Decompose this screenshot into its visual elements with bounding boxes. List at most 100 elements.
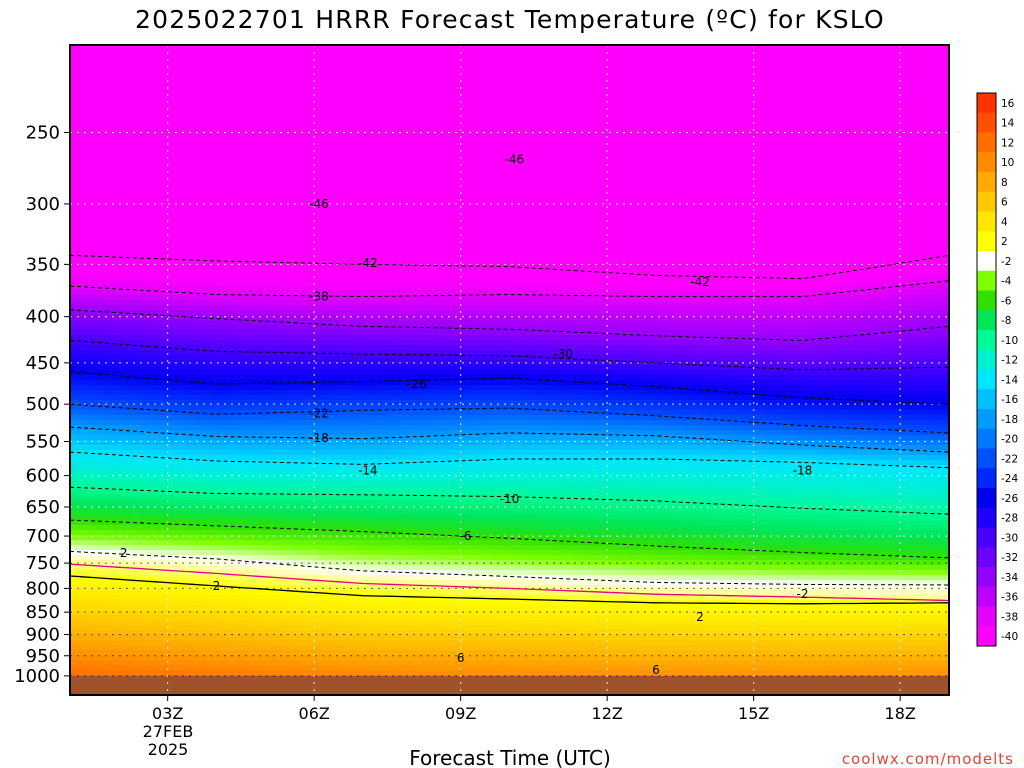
temperature-cell bbox=[97, 50, 102, 56]
temperature-cell bbox=[93, 320, 98, 326]
temperature-cell bbox=[124, 210, 129, 216]
temperature-cell bbox=[97, 215, 102, 221]
temperature-cell bbox=[79, 570, 84, 576]
temperature-cell bbox=[93, 380, 98, 386]
temperature-cell bbox=[75, 180, 80, 186]
temperature-cell bbox=[111, 290, 116, 296]
temperature-cell bbox=[97, 440, 102, 446]
temperature-cell bbox=[88, 530, 93, 536]
temperature-cell bbox=[111, 600, 116, 606]
temperature-cell bbox=[120, 155, 125, 161]
temperature-cell bbox=[102, 170, 107, 176]
temperature-cell bbox=[93, 540, 98, 546]
temperature-cell bbox=[84, 410, 89, 416]
temperature-cell bbox=[79, 170, 84, 176]
temperature-cell bbox=[102, 570, 107, 576]
temperature-cell bbox=[102, 220, 107, 226]
temperature-cell bbox=[115, 235, 120, 241]
temperature-cell bbox=[93, 525, 98, 531]
temperature-cell bbox=[115, 275, 120, 281]
temperature-cell bbox=[79, 655, 84, 661]
temperature-cell bbox=[102, 110, 107, 116]
temperature-cell bbox=[115, 610, 120, 616]
temperature-cell bbox=[79, 155, 84, 161]
temperature-cell bbox=[120, 665, 125, 671]
temperature-cell bbox=[120, 365, 125, 371]
temperature-cell bbox=[115, 295, 120, 301]
temperature-cell bbox=[115, 185, 120, 191]
temperature-cell bbox=[79, 305, 84, 311]
temperature-cell bbox=[97, 445, 102, 451]
temperature-cell bbox=[111, 50, 116, 56]
temperature-cell bbox=[120, 215, 125, 221]
temperature-cell bbox=[75, 375, 80, 381]
temperature-cell bbox=[79, 405, 84, 411]
temperature-cell bbox=[75, 215, 80, 221]
temperature-cell bbox=[75, 225, 80, 231]
temperature-cell bbox=[97, 225, 102, 231]
temperature-cell bbox=[79, 460, 84, 466]
temperature-cell bbox=[106, 635, 111, 641]
temperature-cell bbox=[111, 195, 116, 201]
temperature-cell bbox=[115, 340, 120, 346]
temperature-cell bbox=[97, 380, 102, 386]
temperature-cell bbox=[88, 515, 93, 521]
temperature-cell bbox=[102, 135, 107, 141]
temperature-cell bbox=[102, 515, 107, 521]
temperature-cell bbox=[120, 70, 125, 76]
temperature-cell bbox=[106, 460, 111, 466]
temperature-cell bbox=[75, 120, 80, 126]
temperature-cell bbox=[75, 85, 80, 91]
temperature-cell bbox=[93, 665, 98, 671]
temperature-cell bbox=[97, 610, 102, 616]
temperature-cell bbox=[84, 245, 89, 251]
temperature-cell bbox=[97, 370, 102, 376]
temperature-cell bbox=[102, 205, 107, 211]
temperature-cell bbox=[111, 365, 116, 371]
temperature-cell bbox=[106, 650, 111, 656]
temperature-cell bbox=[75, 420, 80, 426]
temperature-cell bbox=[115, 365, 120, 371]
temperature-cell bbox=[84, 155, 89, 161]
temperature-cell bbox=[115, 445, 120, 451]
temperature-cell bbox=[75, 605, 80, 611]
temperature-cell bbox=[93, 435, 98, 441]
temperature-cell bbox=[102, 460, 107, 466]
temperature-cell bbox=[88, 75, 93, 81]
temperature-cell bbox=[111, 395, 116, 401]
temperature-cell bbox=[84, 160, 89, 166]
temperature-cell bbox=[84, 605, 89, 611]
temperature-cell bbox=[79, 665, 84, 671]
temperature-cell bbox=[88, 155, 93, 161]
temperature-cell bbox=[120, 595, 125, 601]
temperature-cell bbox=[102, 125, 107, 131]
temperature-cell bbox=[124, 165, 129, 171]
temperature-cell bbox=[75, 80, 80, 86]
temperature-cell bbox=[93, 400, 98, 406]
temperature-cell bbox=[97, 150, 102, 156]
temperature-cell bbox=[93, 510, 98, 516]
temperature-cell bbox=[93, 250, 98, 256]
temperature-cell bbox=[115, 50, 120, 56]
temperature-cell bbox=[93, 655, 98, 661]
temperature-cell bbox=[97, 540, 102, 546]
temperature-cell bbox=[115, 220, 120, 226]
temperature-cell bbox=[84, 240, 89, 246]
temperature-cell bbox=[97, 250, 102, 256]
temperature-cell bbox=[88, 240, 93, 246]
temperature-cell bbox=[75, 350, 80, 356]
temperature-cell bbox=[84, 115, 89, 121]
temperature-cell bbox=[88, 55, 93, 61]
temperature-cell bbox=[75, 585, 80, 591]
temperature-cell bbox=[106, 210, 111, 216]
temperature-cell bbox=[97, 310, 102, 316]
temperature-cell bbox=[79, 395, 84, 401]
temperature-cell bbox=[75, 505, 80, 511]
temperature-cell bbox=[106, 365, 111, 371]
temperature-cell bbox=[93, 350, 98, 356]
temperature-cell bbox=[120, 350, 125, 356]
temperature-cell bbox=[102, 510, 107, 516]
temperature-cell bbox=[88, 325, 93, 331]
temperature-cell bbox=[102, 70, 107, 76]
temperature-cell bbox=[106, 485, 111, 491]
